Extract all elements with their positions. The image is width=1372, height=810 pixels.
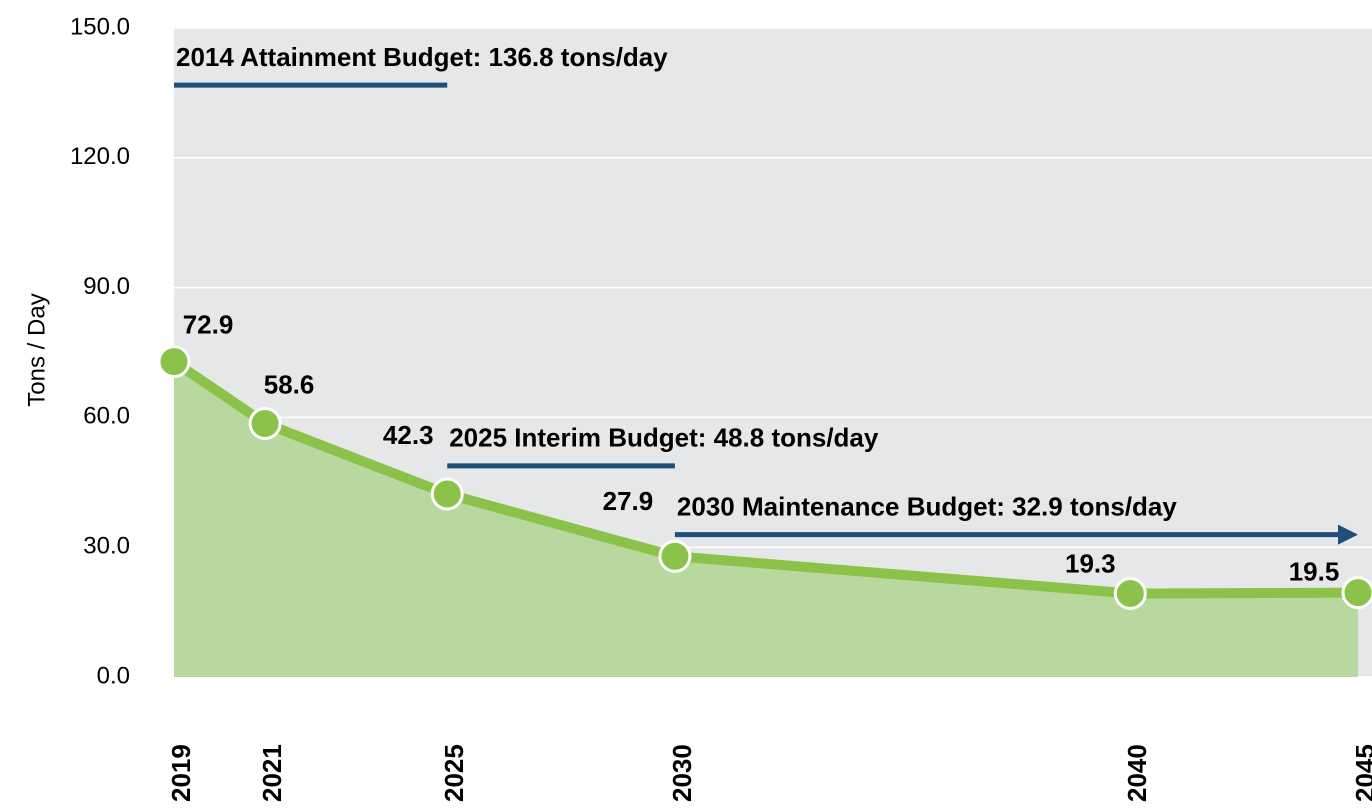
- data-label: 58.6: [264, 369, 315, 399]
- y-tick-label: 30.0: [83, 533, 130, 560]
- data-label: 19.3: [1065, 548, 1116, 578]
- data-point: [1341, 576, 1372, 610]
- area: [174, 361, 1358, 677]
- x-tick-label: 2045: [1350, 744, 1372, 802]
- data-label: 72.9: [183, 309, 234, 339]
- y-axis-label: Tons / Day: [23, 293, 50, 406]
- data-label: 42.3: [383, 420, 434, 450]
- x-tick-label: 2019: [166, 744, 196, 802]
- x-tick-label: 2040: [1122, 744, 1152, 802]
- data-point: [1113, 576, 1147, 610]
- y-tick-label: 60.0: [83, 403, 130, 430]
- data-point: [157, 345, 191, 379]
- line: [171, 357, 1359, 599]
- y-tick-label: 150.0: [70, 13, 130, 40]
- x-tick-label: 2021: [257, 744, 287, 802]
- data-point: [248, 406, 282, 440]
- data-point: [430, 477, 464, 511]
- data-label: 27.9: [603, 486, 654, 516]
- y-tick-label: 120.0: [70, 143, 130, 170]
- data-point: [658, 539, 692, 573]
- y-tick-label: 90.0: [83, 273, 130, 300]
- data-label: 19.5: [1289, 557, 1340, 587]
- budget-label: 2014 Attainment Budget: 136.8 tons/day: [176, 42, 668, 72]
- budget-label: 2030 Maintenance Budget: 32.9 tons/day: [677, 492, 1177, 522]
- budget-label: 2025 Interim Budget: 48.8 tons/day: [449, 423, 879, 453]
- x-tick-label: 2025: [439, 744, 469, 802]
- x-tick-label: 2030: [667, 744, 697, 802]
- y-tick-label: 0.0: [97, 662, 130, 689]
